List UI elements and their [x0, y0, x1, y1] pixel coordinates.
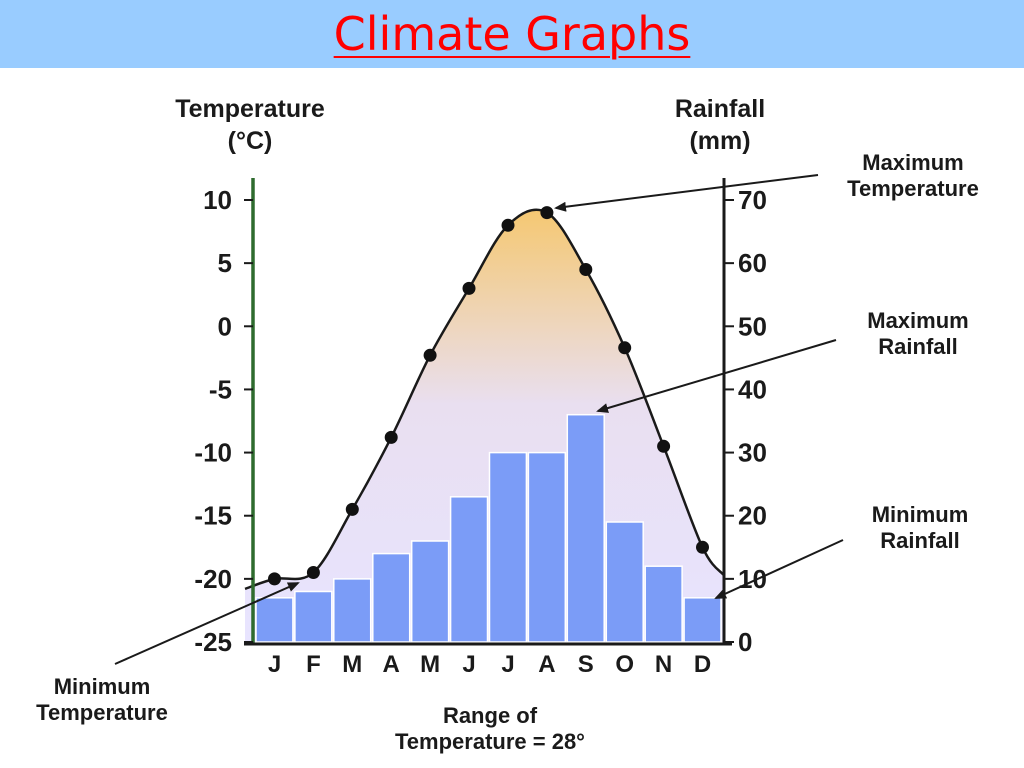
rainfall-bar [488, 451, 528, 643]
min-temp-label-line1: Minimum [54, 674, 151, 699]
y-left-tick-label: -20 [194, 564, 232, 594]
x-tick-label: M [342, 651, 362, 678]
min-temp-label-line2: Temperature [36, 700, 168, 725]
temperature-point [579, 263, 593, 276]
temperature-point [696, 540, 709, 554]
rainfall-bar [683, 597, 722, 643]
max-rain-label-line2: Rainfall [878, 334, 957, 359]
y-right-tick-label: 50 [738, 311, 767, 341]
y-left-ticks: 10 5 0 -5 -10 -15 -20 -25 [194, 185, 253, 657]
min-rain-arrow [714, 539, 844, 599]
x-tick-label: A [538, 651, 555, 678]
rainfall-bar [566, 413, 605, 643]
temperature-point [501, 218, 515, 232]
slide-header [0, 0, 1024, 68]
y-right-title-line1: Rainfall [675, 95, 765, 123]
max-temp-label-line1: Maximum [862, 150, 963, 175]
y-right-tick-label: 10 [738, 564, 767, 594]
rainfall-bar [644, 565, 683, 643]
rainfall-bar [372, 552, 411, 643]
rainfall-bar [605, 521, 644, 643]
temperature-point [618, 341, 632, 355]
max-temp-label-line2: Temperature [847, 176, 979, 201]
y-right-tick-label: 70 [738, 185, 767, 215]
y-left-tick-label: 0 [218, 311, 232, 341]
temperature-point [657, 439, 671, 453]
y-right-title-line2: (mm) [689, 127, 750, 155]
y-left-tick-label: -25 [194, 627, 232, 657]
temperature-point [423, 348, 437, 362]
x-tick-label: J [501, 651, 514, 678]
y-left-tick-label: -5 [209, 374, 232, 404]
x-tick-label: O [615, 651, 634, 678]
y-left-title-line1: Temperature [175, 95, 325, 123]
rainfall-bars [255, 413, 722, 643]
y-right-tick-label: 20 [738, 501, 767, 531]
rainfall-bar [255, 597, 294, 643]
x-tick-label: N [655, 651, 672, 678]
rainfall-bar [294, 590, 333, 643]
climate-graph: Temperature (°C) Rainfall (mm) 1050-5-10… [36, 95, 979, 754]
min-temp-arrow [114, 582, 300, 665]
y-left-tick-label: -15 [194, 501, 232, 531]
x-tick-label: A [383, 651, 400, 678]
min-rain-label-line1: Minimum [872, 502, 969, 527]
temperature-point [462, 281, 476, 295]
temperature-points [268, 206, 709, 586]
x-tick-label: D [694, 651, 711, 678]
temperature-point [306, 566, 320, 579]
rainfall-bar [333, 578, 372, 643]
x-tick-label: J [268, 651, 281, 678]
y-right-tick-label: 0 [738, 627, 752, 657]
rainfall-bar [527, 451, 567, 643]
x-tick-label: S [578, 651, 594, 678]
x-tick-label: F [306, 651, 321, 678]
min-rain-label-line2: Rainfall [880, 528, 959, 553]
y-right-ticks: 70 60 50 40 30 20 10 0 [724, 185, 767, 657]
range-label-line2: Temperature = 28° [395, 729, 585, 754]
slide-title: Climate Graphs [333, 7, 691, 61]
rainfall-bar [449, 496, 489, 643]
y-right-tick-label: 30 [738, 438, 767, 468]
temperature-point [268, 572, 281, 586]
range-label-line1: Range of [443, 703, 538, 728]
max-rain-arrow [596, 339, 837, 413]
rainfall-bar [410, 540, 450, 643]
max-temp-arrow [554, 174, 819, 212]
y-left-tick-label: 10 [203, 185, 232, 215]
x-tick-label: J [462, 651, 475, 678]
temperature-point [384, 430, 398, 444]
y-right-tick-label: 40 [738, 374, 767, 404]
temperature-point [540, 206, 554, 220]
y-left-tick-label: 5 [218, 248, 232, 278]
temperature-point [345, 502, 359, 516]
y-right-tick-label: 60 [738, 248, 767, 278]
y-left-tick-label: -10 [194, 438, 232, 468]
x-tick-label: M [420, 651, 440, 678]
max-rain-label-line1: Maximum [867, 308, 968, 333]
y-left-title-line2: (°C) [228, 127, 273, 155]
